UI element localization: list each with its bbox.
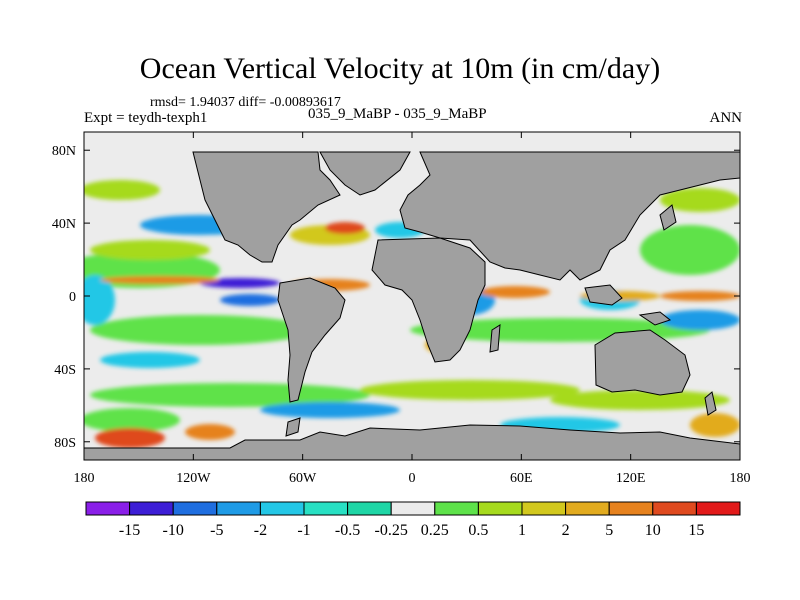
colorbar-label: -10	[163, 522, 184, 539]
x-tick-label: 60E	[510, 471, 533, 486]
experiment-label: Expt = teydh-texph1	[84, 110, 208, 126]
field-patch	[260, 402, 400, 418]
field-patch	[660, 291, 740, 301]
x-tick-label: 120W	[176, 471, 211, 486]
land-new-zealand	[704, 391, 717, 416]
colorbar-box	[129, 501, 174, 516]
land-north-america	[192, 151, 341, 263]
colorbar-label: 15	[688, 522, 704, 539]
colorbar-box	[85, 501, 131, 516]
land-antarctica	[84, 424, 740, 460]
colorbar-label: 2	[562, 522, 570, 539]
field-patch	[325, 222, 365, 234]
field-patches	[84, 180, 740, 448]
y-tick-label: 40S	[54, 363, 76, 378]
field-patch	[90, 315, 310, 345]
field-patch	[200, 278, 280, 288]
colorbar-box	[172, 501, 218, 516]
colorbar-label: -15	[119, 522, 140, 539]
field-patch	[660, 310, 740, 330]
x-tick-label: 60W	[289, 471, 317, 486]
colorbar-label: -2	[254, 522, 267, 539]
land-madagascar	[489, 324, 501, 353]
field-patch	[690, 413, 740, 437]
x-tick-label: 0	[409, 471, 416, 486]
field-patch	[95, 428, 165, 448]
season-label: ANN	[709, 110, 743, 126]
colorbar-label: -0.25	[375, 522, 408, 539]
field-patch	[84, 275, 115, 325]
colorbar-label: -0.5	[335, 522, 360, 539]
colorbar-label: -5	[210, 522, 223, 539]
colorbar-label: -1	[297, 522, 310, 539]
colorbar-box	[259, 501, 305, 516]
land-africa	[371, 237, 486, 363]
colorbar-box	[434, 501, 479, 516]
land-maritime	[584, 284, 623, 306]
land-eurasia	[399, 151, 740, 281]
field-patch	[220, 294, 280, 306]
stats-label: rmsd= 1.94037 diff= -0.00893617	[150, 95, 341, 110]
colorbar-box	[216, 501, 261, 516]
field-patch	[90, 240, 210, 260]
colorbar-label: 1	[518, 522, 526, 539]
y-tick-label: 0	[69, 290, 76, 305]
colorbar-box	[477, 501, 523, 516]
field-patch	[550, 390, 730, 410]
field-patch	[100, 352, 200, 368]
x-tick-label: 180	[730, 471, 751, 486]
field-patch	[480, 286, 550, 298]
map-panel	[84, 132, 740, 460]
y-tick-label: 80N	[52, 144, 76, 159]
land	[84, 151, 740, 460]
colorbar-box	[390, 501, 436, 516]
y-tick-label: 80S	[54, 436, 76, 451]
field-patch	[84, 180, 160, 200]
land-south-america	[277, 277, 346, 403]
field-patch	[360, 380, 580, 400]
x-tick-label: 120E	[616, 471, 646, 486]
colorbar-label: 5	[605, 522, 613, 539]
colorbar-label: 10	[645, 522, 661, 539]
land-greenland	[319, 151, 411, 196]
field-patch	[640, 225, 740, 275]
x-tick-label: 180	[74, 471, 95, 486]
land-japan	[659, 204, 677, 231]
colorbar-box	[608, 501, 654, 516]
land-antarctic-peninsula	[285, 417, 301, 437]
map-title: Ocean Vertical Velocity at 10m (in cm/da…	[139, 52, 661, 85]
field-patch	[185, 424, 235, 440]
y-tick-label: 40N	[52, 217, 76, 232]
colorbar-box	[347, 501, 392, 516]
case-label: 035_9_MaBP - 035_9_MaBP	[308, 106, 487, 122]
colorbar-label: 0.5	[468, 522, 488, 539]
field-patch	[84, 408, 180, 432]
y-axis: 80N 40N 0 40S 80S	[52, 144, 740, 451]
x-axis: 180 120W 60W 0 60E 120E 180	[74, 132, 751, 486]
colorbar-box	[652, 501, 697, 516]
land-australia	[594, 329, 691, 396]
colorbar-box	[695, 501, 741, 516]
land-new-guinea	[638, 311, 672, 326]
colorbar-box	[303, 501, 349, 516]
field-patch	[100, 276, 220, 284]
field-patch	[660, 188, 740, 212]
colorbar-label: 0.25	[421, 522, 449, 539]
colorbar-box	[521, 501, 567, 516]
colorbar: -15 -10 -5 -2 -1 -0.5 -0.25 0.25 0.5 1 2 5 10 15	[85, 501, 741, 539]
colorbar-box	[565, 501, 610, 516]
